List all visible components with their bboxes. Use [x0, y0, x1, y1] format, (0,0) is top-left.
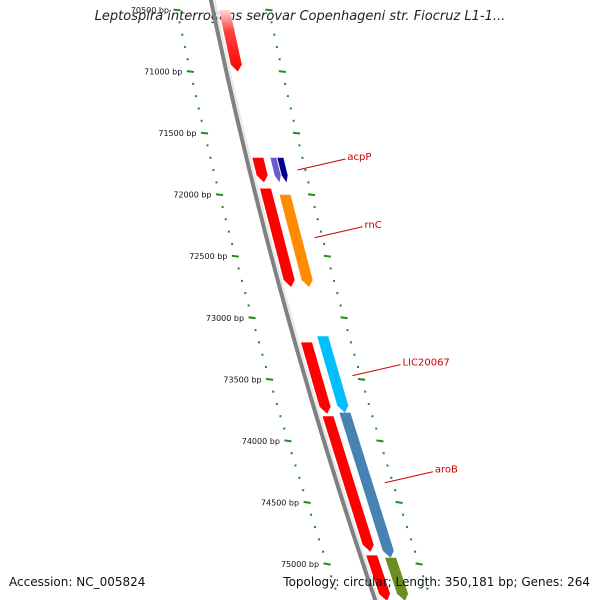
gene-feature-5 [366, 555, 391, 600]
gene-label-aroB: aroB [435, 465, 458, 476]
outer-tick-73000 [340, 316, 348, 320]
gene-feature-6 [270, 157, 281, 183]
gene-feature-7 [277, 157, 288, 183]
tick-label: 74000 bp [242, 437, 280, 446]
gene-leader-0 [297, 158, 346, 171]
gene-feature-3 [301, 342, 331, 414]
gene-feature-9 [317, 336, 349, 413]
inner-tick-72000 [215, 193, 224, 197]
tick-label: 71000 bp [144, 68, 182, 77]
outer-tick-72000 [307, 193, 316, 197]
tick-label: 71500 bp [158, 129, 196, 138]
inner-tick-70500 [173, 8, 181, 12]
gene-label-acpP: acpP [347, 152, 371, 163]
inner-tick-73000 [248, 316, 256, 320]
tick-label: 72000 bp [173, 191, 211, 200]
gene-label-rnC: rnC [365, 220, 382, 231]
outer-tick-75000 [415, 562, 423, 566]
gene-feature-1 [252, 157, 268, 183]
gene-feature-10 [339, 412, 394, 558]
gene-leader-2 [352, 364, 401, 377]
backbone [208, 0, 378, 600]
inner-tick-74500 [303, 500, 311, 504]
outer-tick-71500 [292, 131, 301, 135]
tick-label: 74500 bp [261, 498, 299, 507]
accession-label: Accession: NC_005824 [9, 575, 146, 589]
gene-feature-8 [279, 194, 313, 287]
inner-tick-73500 [265, 377, 274, 381]
outer-tick-71000 [278, 70, 286, 73]
tick-label: 75000 bp [281, 560, 319, 569]
inner-tick-75000 [323, 562, 331, 566]
features-layer [219, 10, 409, 600]
tick-label: 73000 bp [206, 314, 244, 323]
ticks-layer: 70500 bp 71000 bp 71500 bp 72000 bp 72500 bp… [131, 0, 429, 600]
map-title: Leptospira interrogans serovar Copenhage… [94, 9, 506, 24]
outer-tick-74500 [395, 500, 403, 504]
backbone-highlight [213, 0, 380, 600]
tick-label: 72500 bp [189, 252, 227, 261]
tick-label: 70500 bp [131, 6, 169, 15]
outer-tick-70500 [265, 8, 273, 12]
gene-feature-0 [219, 10, 242, 72]
outer-tick-72500 [323, 254, 332, 258]
gene-leader-1 [314, 226, 363, 239]
inner-tick-71000 [186, 70, 194, 73]
topology-summary: Topology: circular; Length: 350,181 bp; … [283, 575, 590, 589]
outer-tick-74000 [376, 439, 384, 443]
outer-tick-73500 [357, 377, 366, 381]
gene-feature-4 [322, 416, 374, 552]
gene-label-LIC20067: LIC20067 [402, 358, 449, 369]
inner-tick-71500 [200, 131, 209, 135]
inner-tick-74000 [284, 439, 292, 443]
gene-feature-11 [385, 557, 409, 600]
gene-leader-3 [384, 471, 433, 484]
labels-layer: acpP rnC LIC20067 aroB [297, 152, 458, 484]
inner-tick-72500 [231, 254, 240, 258]
gene-feature-2 [260, 188, 295, 287]
tick-label: 73500 bp [223, 375, 261, 384]
